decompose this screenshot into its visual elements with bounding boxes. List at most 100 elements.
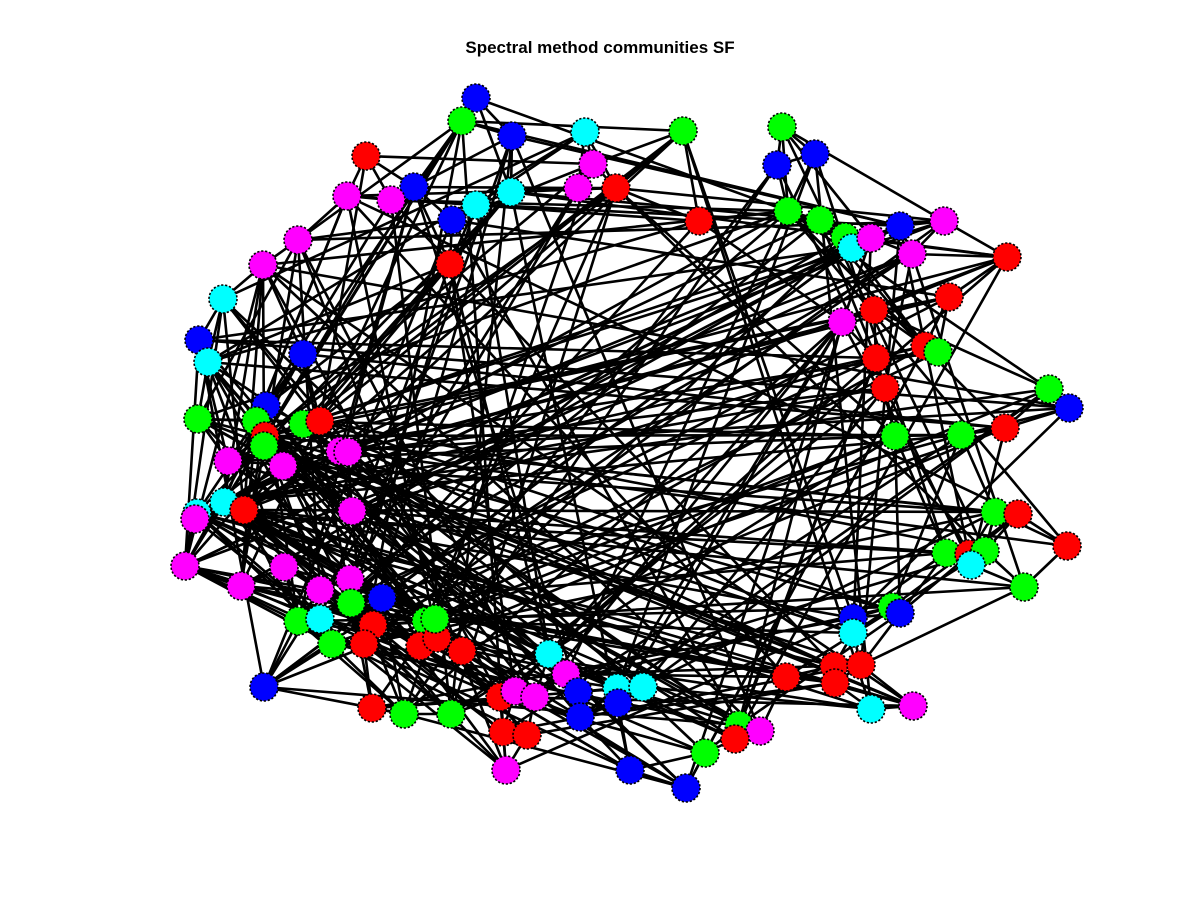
graph-node [846,650,876,680]
graph-edge [474,203,551,656]
graph-edge [474,96,790,213]
graph-edge [195,511,948,555]
graph-edge [301,422,855,635]
graph-node [226,571,256,601]
graph-node [870,373,900,403]
graph-node [349,629,379,659]
graph-node [337,496,367,526]
graph-edge [242,508,997,514]
graph-edge [242,508,855,620]
graph-edge [364,154,595,166]
graph-node [934,282,964,312]
graph-edge [222,500,762,733]
graph-edge [371,623,505,734]
graph-edge [786,209,1069,548]
graph-edge [780,125,873,240]
graph-node [1009,572,1039,602]
graph-node [317,629,347,659]
graph-edge [350,509,762,733]
graph-node [288,339,318,369]
graph-node [820,668,850,698]
graph-node [570,117,600,147]
graph-edge [893,434,948,555]
graph-edge [301,352,1007,430]
graph-edge [263,434,1020,516]
graph-node [534,639,564,669]
graph-node [745,716,775,746]
graph-node [1034,374,1064,404]
graph-node [461,190,491,220]
graph-edge [183,564,632,772]
graph-edge [206,262,452,364]
graph-node [563,173,593,203]
graph-node [497,121,527,151]
graph-node [336,588,366,618]
graph-node [773,196,803,226]
graph-edge [615,152,817,690]
graph-edge [614,186,987,553]
graph-edge [460,119,508,772]
graph-node [767,112,797,142]
graph-edge [242,508,915,708]
graph-edge [349,551,948,605]
graph-node [305,604,335,634]
graph-node [180,504,210,534]
graph-node [389,699,419,729]
graph-node [563,677,593,707]
graph-node [956,550,986,580]
graph-edge [509,190,822,222]
graph-node [880,421,910,451]
graph-node [1052,531,1082,561]
graph-node [420,604,450,634]
graph-node [992,242,1022,272]
graph-edge [222,387,1051,504]
graph-node [885,211,915,241]
graph-edge [263,434,580,694]
graph-node [827,307,857,337]
graph-node [671,773,701,803]
graph-node [208,284,238,314]
graph-edge [818,218,878,360]
graph-edge [412,134,514,189]
graph-node [520,682,550,712]
graph-node [690,738,720,768]
graph-node [684,206,714,236]
graph-node [859,295,889,325]
graph-edge [910,252,1009,259]
graph-node [856,694,886,724]
graph-node [268,451,298,481]
graph-node [447,636,477,666]
graph-edge [222,386,887,504]
graph-node [437,205,467,235]
graph-edge [226,459,1020,516]
graph-edge [402,320,844,716]
graph-edge [296,356,878,623]
graph-node [376,185,406,215]
graph-edge [338,406,1071,453]
graph-edge [242,263,265,512]
graph-node [269,552,299,582]
graph-edge [222,344,927,504]
graph-node [1003,499,1033,529]
graph-node [885,598,915,628]
graph-node [491,755,521,785]
graph-node [229,495,259,525]
graph-edge [263,162,595,438]
graph-node [305,575,335,605]
graph-node [283,225,313,255]
graph-node [628,672,658,702]
graph-edge [221,297,537,699]
graph-node [357,693,387,723]
graph-edge [348,252,914,581]
node-layer [170,83,1084,803]
graph-edge [859,585,1026,667]
graph-edge [242,508,1026,589]
graph-node [213,446,243,476]
graph-node [565,702,595,732]
graph-node [367,583,397,613]
graph-node [615,755,645,785]
graph-node [898,691,928,721]
graph-node [248,250,278,280]
graph-edge [263,185,416,438]
graph-edge [872,255,1009,312]
